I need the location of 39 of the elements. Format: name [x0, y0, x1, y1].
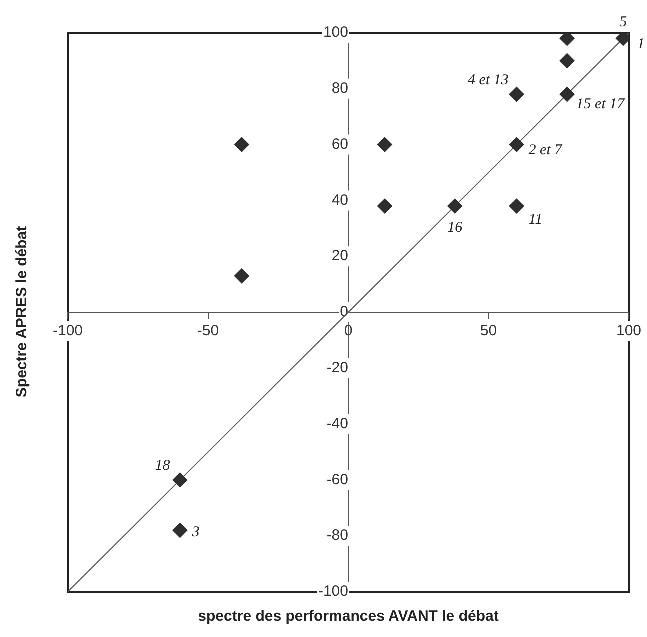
y-tick-label: 80	[332, 80, 348, 98]
x-tick-label: -50	[197, 322, 220, 340]
x-tick-label: 50	[480, 322, 498, 340]
x-tick-label: 100	[616, 322, 642, 340]
annotation: 2 et 7	[528, 142, 564, 159]
point	[509, 86, 524, 102]
y-tick-label: 60	[332, 136, 348, 153]
point	[560, 33, 575, 46]
x-axis-title: spectre des performances AVANT le débat	[197, 608, 500, 625]
y-tick-label: -20	[326, 360, 348, 377]
y-tick-label: 40	[332, 192, 348, 209]
y-tick-label: -100	[318, 583, 348, 600]
point	[377, 198, 392, 214]
y-tick-label: -60	[326, 471, 348, 488]
annotation: 5	[620, 14, 628, 31]
point	[377, 137, 392, 152]
point	[560, 53, 575, 68]
y-tick-label: 20	[332, 248, 348, 265]
x-tick-label: -100	[52, 322, 84, 340]
annotation: 16	[448, 220, 464, 236]
annotation: 3	[191, 524, 200, 540]
point	[172, 523, 188, 538]
y-tick-label: -40	[326, 415, 348, 432]
annotation: 11	[528, 212, 543, 228]
point	[234, 137, 250, 152]
annotation: 4 et 13	[468, 72, 509, 88]
point	[509, 137, 524, 152]
point	[509, 198, 524, 214]
y-tick-label: -80	[326, 527, 348, 544]
y-tick-label: 0	[340, 304, 348, 321]
point	[560, 86, 575, 102]
y-tick-label: 100	[323, 24, 348, 42]
y-axis-title: Spectre APRES le débat	[14, 226, 30, 398]
annotation: 18	[155, 458, 171, 474]
point	[172, 472, 188, 488]
annotation: 1	[637, 36, 645, 53]
point	[448, 198, 463, 214]
annotation: 15 et 17	[576, 96, 626, 112]
point	[234, 268, 250, 284]
